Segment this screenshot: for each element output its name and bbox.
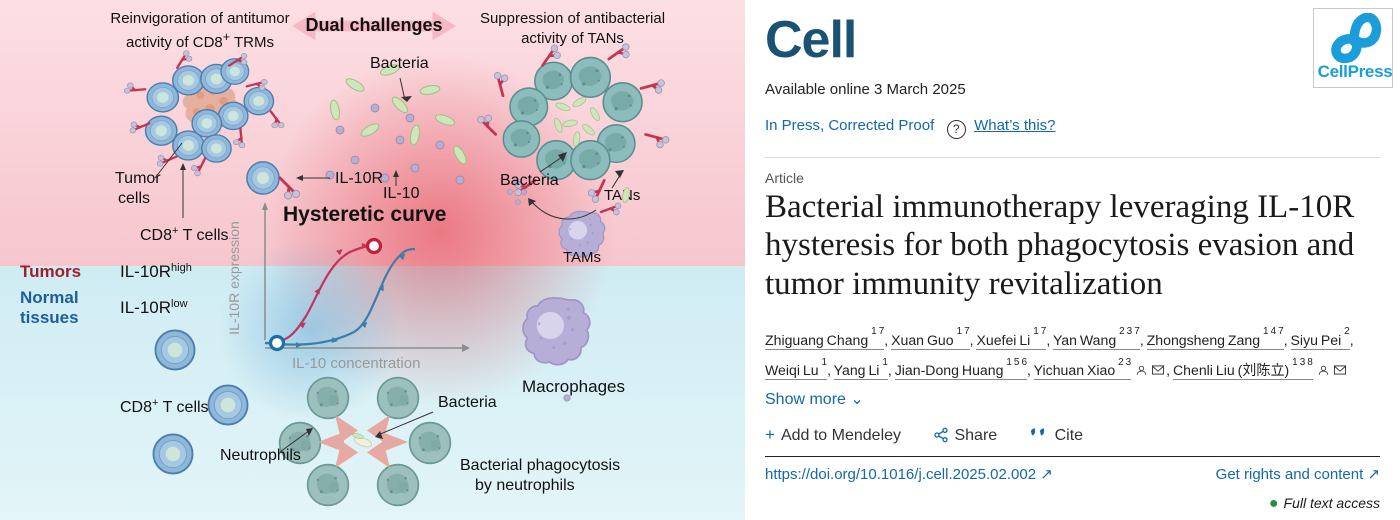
svg-text:tissues: tissues: [20, 308, 79, 327]
svg-text:IL-10R: IL-10R: [335, 170, 383, 187]
svg-text:IL-10R expression: IL-10R expression: [226, 221, 242, 335]
svg-text:TAMs: TAMs: [563, 249, 601, 266]
svg-text:Neutrophils: Neutrophils: [220, 447, 301, 464]
svg-text:Bacteria: Bacteria: [500, 172, 559, 189]
svg-text:Tumor: Tumor: [115, 170, 161, 187]
svg-text:Bacterial phagocytosis: Bacterial phagocytosis: [460, 457, 620, 474]
svg-text:CD8+ T cells: CD8+ T cells: [120, 397, 209, 416]
svg-text:by neutrophils: by neutrophils: [475, 477, 575, 494]
svg-text:IL-10: IL-10: [383, 185, 420, 202]
svg-text:TANs: TANs: [604, 187, 640, 204]
svg-text:Hysteretic curve: Hysteretic curve: [283, 203, 446, 226]
svg-text:Macrophages: Macrophages: [522, 377, 625, 396]
svg-text:Tumors: Tumors: [20, 262, 81, 281]
svg-text:cells: cells: [118, 190, 150, 207]
svg-text:Bacteria: Bacteria: [438, 394, 497, 411]
svg-text:IL-10Rhigh: IL-10Rhigh: [120, 262, 192, 281]
svg-text:IL-10 concentration: IL-10 concentration: [292, 355, 420, 372]
svg-text:CD8+ T cells: CD8+ T cells: [140, 225, 229, 244]
svg-text:Normal: Normal: [20, 288, 79, 307]
svg-text:Bacteria: Bacteria: [370, 55, 429, 72]
svg-text:IL-10Rlow: IL-10Rlow: [120, 298, 188, 317]
